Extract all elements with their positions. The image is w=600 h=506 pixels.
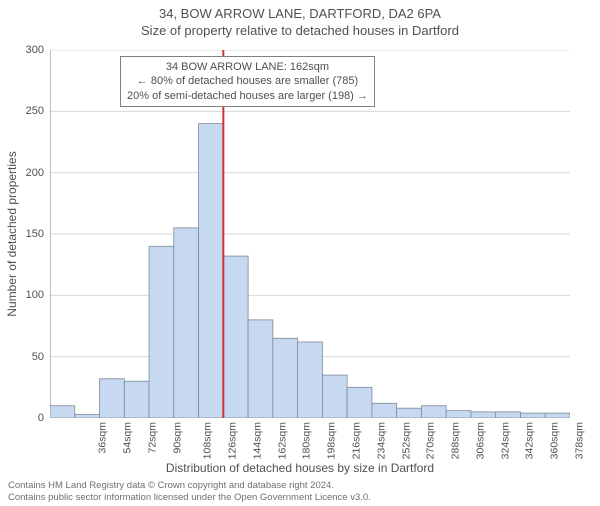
footer-line2: Contains public sector information licen… xyxy=(8,492,592,504)
x-tick: 144sqm xyxy=(251,422,263,459)
annotation-box: 34 BOW ARROW LANE: 162sqm ← 80% of detac… xyxy=(120,56,375,107)
x-tick: 54sqm xyxy=(122,422,134,454)
y-tick: 100 xyxy=(26,289,44,301)
y-tick: 200 xyxy=(26,167,44,179)
x-tick: 288sqm xyxy=(449,422,461,459)
footer-line1: Contains HM Land Registry data © Crown c… xyxy=(8,480,592,492)
y-tick: 0 xyxy=(38,412,44,424)
chart-container: Number of detached properties 34 BOW ARR… xyxy=(50,50,570,418)
y-tick: 300 xyxy=(26,44,44,56)
annotation-line2: ← 80% of detached houses are smaller (78… xyxy=(127,74,368,88)
x-tick: 108sqm xyxy=(202,422,214,459)
x-tick: 180sqm xyxy=(301,422,313,459)
x-tick: 252sqm xyxy=(400,422,412,459)
y-axis-label: Number of detached properties xyxy=(5,151,19,316)
x-tick: 198sqm xyxy=(326,422,338,459)
x-tick: 162sqm xyxy=(276,422,288,459)
annotation-line3: 20% of semi-detached houses are larger (… xyxy=(127,89,368,103)
x-axis-caption: Distribution of detached houses by size … xyxy=(0,461,600,475)
y-tick: 250 xyxy=(26,105,44,117)
x-tick: 126sqm xyxy=(227,422,239,459)
x-tick: 378sqm xyxy=(573,422,585,459)
x-tick: 36sqm xyxy=(97,422,109,454)
x-tick: 306sqm xyxy=(474,422,486,459)
y-tick: 150 xyxy=(26,228,44,240)
x-tick: 360sqm xyxy=(548,422,560,459)
x-tick: 216sqm xyxy=(350,422,362,459)
x-tick: 342sqm xyxy=(524,422,536,459)
annotation-line1: 34 BOW ARROW LANE: 162sqm xyxy=(127,60,368,74)
x-tick: 72sqm xyxy=(146,422,158,454)
y-tick: 50 xyxy=(32,351,44,363)
page-title-line1: 34, BOW ARROW LANE, DARTFORD, DA2 6PA xyxy=(0,6,600,21)
footer-attribution: Contains HM Land Registry data © Crown c… xyxy=(8,480,592,504)
x-tick: 90sqm xyxy=(171,422,183,454)
page-title-line2: Size of property relative to detached ho… xyxy=(0,23,600,38)
x-tick: 324sqm xyxy=(499,422,511,459)
x-tick: 270sqm xyxy=(425,422,437,459)
x-tick: 234sqm xyxy=(375,422,387,459)
